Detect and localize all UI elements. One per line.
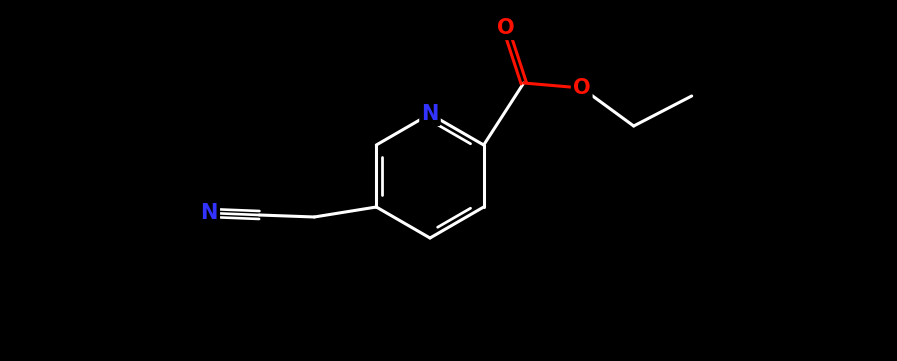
Text: N: N [201,203,218,223]
Text: O: O [573,78,590,98]
Text: O: O [497,18,515,38]
Text: N: N [422,104,439,124]
